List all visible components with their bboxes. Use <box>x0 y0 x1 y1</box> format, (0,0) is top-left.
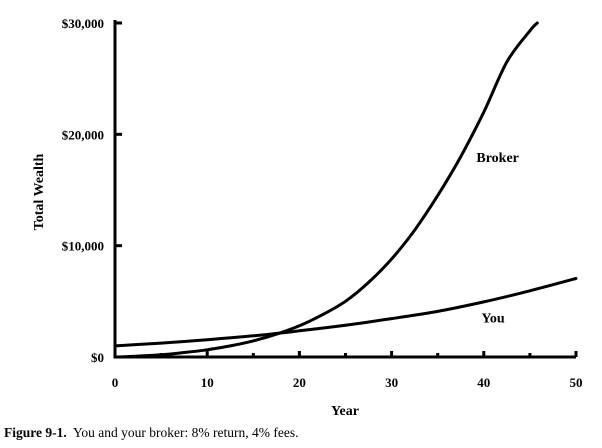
y-tick-label: $10,000 <box>62 239 104 254</box>
x-tick-label: 10 <box>201 375 214 390</box>
x-tick-label: 30 <box>385 375 398 390</box>
annotation-layer: Broker You <box>476 151 519 326</box>
figure-number: Figure 9-1. <box>4 425 67 440</box>
x-tick-label: 20 <box>293 375 306 390</box>
y-axis-title-group: Total Wealth <box>32 153 47 230</box>
series-label-you: You <box>481 311 505 326</box>
y-tick-label: $0 <box>91 350 104 365</box>
x-tick-label: 0 <box>112 375 119 390</box>
series-label-broker: Broker <box>476 151 519 166</box>
x-tick-label: 40 <box>477 375 490 390</box>
x-axis-title: Year <box>331 404 359 419</box>
series-layer <box>113 21 578 359</box>
series-line-you <box>113 277 578 348</box>
y-axis-title: Total Wealth <box>32 153 47 230</box>
y-tick-label: $30,000 <box>62 16 104 31</box>
series-line-broker <box>113 21 539 359</box>
axes: $0 $10,000 $20,000 $30,000 0 10 20 30 40 50 <box>62 16 583 390</box>
figure-caption-text: You and your broker: 8% return, 4% fees. <box>73 425 299 440</box>
figure-caption: Figure 9-1. You and your broker: 8% retu… <box>4 425 298 441</box>
y-tick-label: $20,000 <box>62 127 104 142</box>
x-tick-label: 50 <box>570 375 583 390</box>
